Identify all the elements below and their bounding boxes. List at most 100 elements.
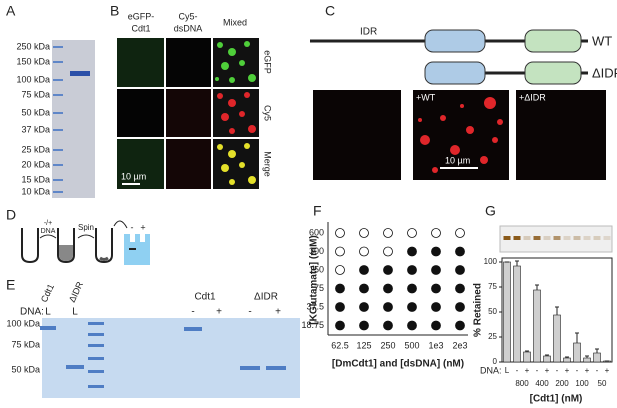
gel-band xyxy=(533,236,541,240)
bar xyxy=(583,357,591,363)
phase-dot xyxy=(335,320,345,331)
gel-band xyxy=(603,236,611,240)
phase-dot xyxy=(359,320,369,331)
phase-dot xyxy=(407,283,417,294)
pellet xyxy=(99,256,109,261)
bar xyxy=(563,357,571,363)
phase-dot xyxy=(383,246,393,257)
gel-band xyxy=(553,236,561,240)
group-tick-label: 50 xyxy=(598,379,607,388)
y-tick-label: 0 xyxy=(493,357,498,366)
mw-label: 20 kDa xyxy=(21,159,50,169)
x-tick-label: - xyxy=(556,366,559,375)
phase-dot xyxy=(335,265,345,275)
group-tick-label: 100 xyxy=(575,379,589,388)
phase-dot xyxy=(455,320,465,331)
group-tick-label: 200 xyxy=(555,379,569,388)
column-header: Mixed xyxy=(223,17,247,27)
panel-label: F xyxy=(313,203,322,219)
mw-label: 15 kDa xyxy=(21,174,50,184)
micrographs xyxy=(313,90,606,180)
bar xyxy=(593,352,601,363)
phase-dot xyxy=(455,302,465,312)
dna-lane: L xyxy=(45,307,51,318)
lane-label: - xyxy=(131,222,134,232)
mw-label: 100 kDa xyxy=(16,74,50,84)
phase-dot xyxy=(407,302,417,312)
bar xyxy=(573,342,581,363)
phase-dot xyxy=(359,265,369,275)
sample xyxy=(59,245,73,261)
y-axis-label: [KGlutamate] (mM) xyxy=(309,235,320,324)
lane-name: Cdt1 xyxy=(39,282,56,303)
x-tick-label: + xyxy=(545,366,550,375)
phase-dot xyxy=(335,246,345,257)
x-tick-label: 2e3 xyxy=(452,340,467,350)
x-tick-label: + xyxy=(605,366,610,375)
phase-dot xyxy=(407,320,417,331)
y-tick-label: 600 xyxy=(309,227,324,237)
group-label: DNA: xyxy=(480,365,502,375)
x-tick-label: L xyxy=(505,366,510,375)
x-tick-label: 250 xyxy=(380,340,395,350)
ladder xyxy=(53,46,63,193)
phase-dot xyxy=(431,320,441,331)
mw-label: 250 kDa xyxy=(16,41,50,51)
lane-name: ΔIDR xyxy=(67,280,85,304)
scale-bar-label: 10 µm xyxy=(445,155,470,165)
protein-band xyxy=(70,71,90,76)
phase-dot xyxy=(383,320,393,331)
gel-band xyxy=(563,236,571,240)
mw-label: 50 kDa xyxy=(11,364,40,374)
phase-dot xyxy=(455,228,465,238)
workflow-diagram xyxy=(21,220,128,264)
panel-label: G xyxy=(485,203,496,219)
column-header: Cy5- xyxy=(178,11,197,21)
phase-dot xyxy=(383,302,393,312)
mw-label: 37 kDa xyxy=(21,124,50,134)
phase-dot xyxy=(431,246,441,257)
image-label: +ΔIDR xyxy=(519,92,546,102)
x-tick-label: + xyxy=(585,366,590,375)
phase-dot xyxy=(455,265,465,275)
mw-label: 100 kDa xyxy=(6,318,40,328)
mw-label: 10 kDa xyxy=(21,186,50,196)
phase-dot xyxy=(359,283,369,294)
row-label: eGFP xyxy=(263,50,273,74)
gel xyxy=(42,318,300,398)
x-axis-label: [DmCdt1] and [dsDNA] (nM) xyxy=(332,359,464,370)
x-tick-label: 500 xyxy=(404,340,419,350)
lane-name: ΔIDR xyxy=(254,292,278,303)
x-tick-label: + xyxy=(525,366,530,375)
well xyxy=(130,234,135,242)
x-tick-label: 62.5 xyxy=(331,340,349,350)
phase-dot xyxy=(407,246,417,257)
phase-dot xyxy=(359,246,369,257)
bar xyxy=(543,355,551,363)
y-tick-label: 25 xyxy=(488,332,497,341)
dna-lane: L xyxy=(72,307,78,318)
panel-label: D xyxy=(6,207,16,223)
phase-dot xyxy=(383,265,393,275)
x-tick-label: 1e3 xyxy=(428,340,443,350)
gel-band xyxy=(583,236,591,240)
bar xyxy=(553,314,561,363)
step-label: -/+ xyxy=(44,220,52,227)
micrographs xyxy=(117,38,259,189)
y-tick-label: 18.75 xyxy=(301,320,324,330)
lane-label: + xyxy=(140,222,145,232)
dna-lane: - xyxy=(248,307,251,318)
x-axis-label: [Cdt1] (nM) xyxy=(530,394,583,405)
phase-dot xyxy=(431,265,441,275)
phase-dot xyxy=(431,302,441,312)
row-label: Cy5 xyxy=(263,105,273,121)
y-tick-label: 75 xyxy=(314,283,324,293)
y-axis-label: % Retained xyxy=(473,283,484,337)
phase-dot xyxy=(335,302,345,312)
y-tick-label: 50 xyxy=(488,307,497,316)
bar xyxy=(533,289,541,363)
bar xyxy=(523,351,531,363)
bar xyxy=(513,265,521,363)
phase-dot xyxy=(431,228,441,238)
